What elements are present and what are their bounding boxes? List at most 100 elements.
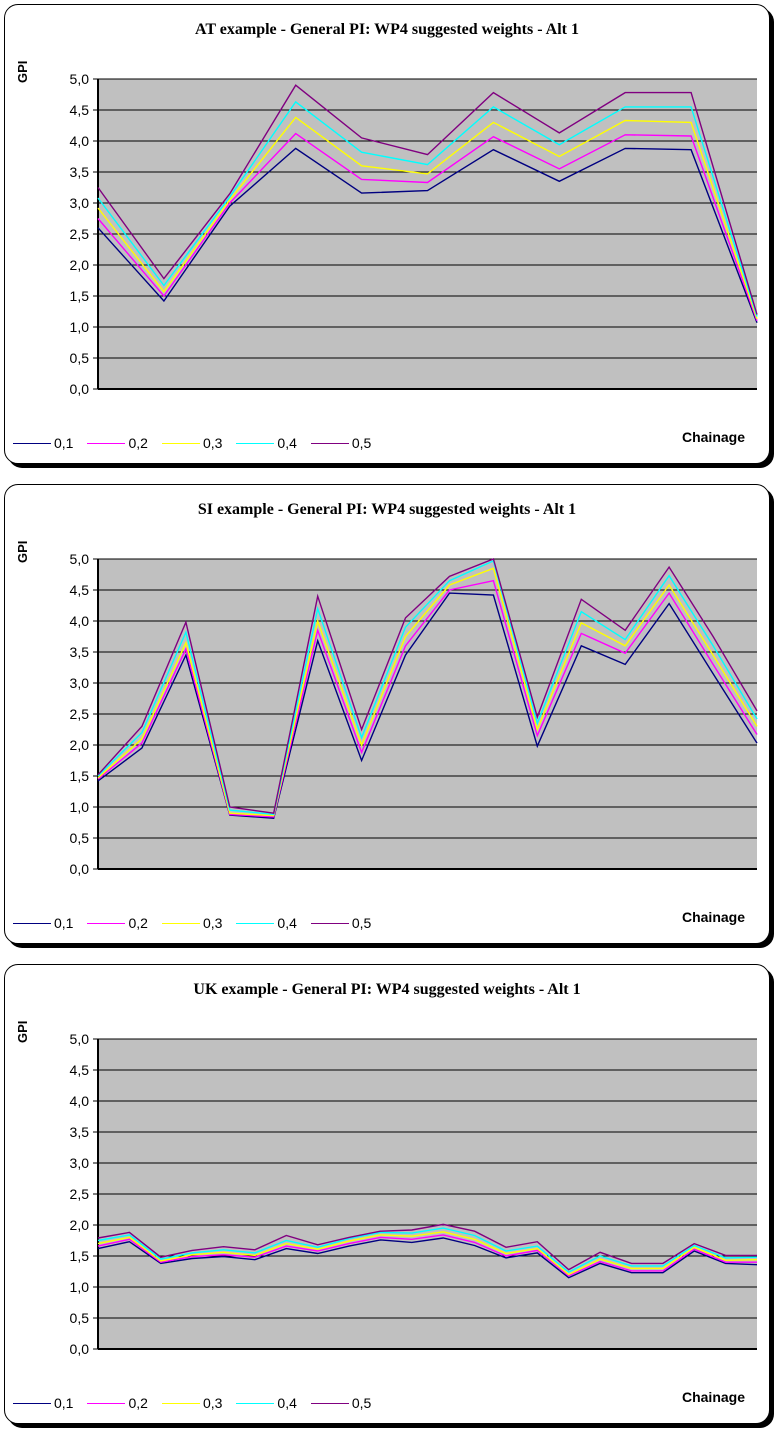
legend-item: 0,2 — [87, 915, 148, 931]
series-line-0-2 — [97, 132, 758, 322]
series-line-0-2 — [97, 579, 758, 818]
legend-item: 0,1 — [13, 435, 73, 451]
legend-swatch — [87, 922, 126, 924]
y-tick-label: 4,0 — [70, 1093, 90, 1109]
plot-area: 0,0 0,5 1,0 1,5 2,0 2,5 3,0 3,5 4,0 4,5 5,0 — [70, 551, 758, 877]
y-tick-label: 5,0 — [70, 71, 90, 87]
legend-label: 0,2 — [128, 915, 148, 931]
legend-label: 0,2 — [128, 1395, 148, 1411]
series-line-0-4 — [97, 1227, 758, 1273]
x-axis-label: Chainage — [681, 429, 745, 445]
legend-item: 0,4 — [236, 435, 297, 451]
plot-area: 0,0 0,5 1,0 1,5 2,0 2,5 3,0 3,5 4,0 4,5 5,0 — [70, 71, 758, 397]
chart-panel-at: AT example - General PI: WP4 suggested w… — [4, 4, 770, 464]
legend-label: 0,3 — [202, 435, 223, 451]
y-tick-label: 3,5 — [70, 644, 90, 660]
legend-label: 0,4 — [277, 435, 297, 451]
y-tick-label: 4,5 — [70, 582, 90, 598]
series-line-0-5 — [97, 1223, 757, 1271]
y-tick-label: 4,0 — [70, 133, 90, 149]
y-tick-label: 3,5 — [70, 1124, 90, 1140]
series-line-0-1 — [97, 592, 758, 819]
y-tick-label: 0,0 — [70, 861, 90, 877]
legend-item: 0,5 — [310, 915, 371, 931]
y-tick-label: 1,0 — [70, 319, 90, 335]
legend-label: 0,1 — [54, 1395, 74, 1411]
y-tick-label: 4,5 — [70, 102, 90, 118]
legend-swatch — [13, 442, 51, 444]
y-tick-label: 1,0 — [70, 1279, 90, 1295]
legend-swatch — [236, 1402, 275, 1404]
legend-label: 0,3 — [202, 915, 223, 931]
series-line-0-3 — [97, 567, 758, 817]
legend-label: 0,4 — [277, 915, 297, 931]
legend-swatch — [161, 1402, 200, 1404]
legend-swatch — [310, 1402, 349, 1404]
legend-label: 0,5 — [351, 435, 372, 451]
legend: 0,1 0,2 0,3 0,4 0,5 — [13, 435, 385, 451]
legend-item: 0,2 — [87, 1395, 148, 1411]
y-tick-label: 5,0 — [70, 1031, 90, 1047]
series-line-0-4 — [97, 559, 758, 816]
y-tick-label: 1,5 — [70, 1248, 90, 1264]
legend-swatch — [13, 922, 51, 924]
y-tick-label: 2,0 — [70, 737, 90, 753]
legend-item: 0,4 — [236, 915, 297, 931]
legend-label: 0,2 — [128, 435, 148, 451]
y-tick-label: 4,5 — [70, 1062, 90, 1078]
legend-label: 0,1 — [54, 435, 74, 451]
legend-label: 0,4 — [277, 1395, 297, 1411]
plot-area: 0,0 0,5 1,0 1,5 2,0 2,5 3,0 3,5 4,0 4,5 5,0 — [70, 1031, 758, 1357]
y-tick-label: 2,5 — [70, 226, 90, 242]
y-tick-label: 0,0 — [70, 1341, 90, 1357]
y-tick-label: 0,0 — [70, 381, 90, 397]
series-line-0-2 — [97, 1234, 757, 1277]
series-line-0-1 — [97, 1237, 758, 1279]
chart-title: SI example - General PI: WP4 suggested w… — [197, 501, 577, 518]
legend-label: 0,5 — [351, 1395, 372, 1411]
series-line-0-5 — [97, 558, 758, 814]
y-tick-label: 0,5 — [70, 830, 90, 846]
chart-panel-uk: UK example - General PI: WP4 suggested w… — [4, 964, 770, 1424]
y-tick-label: 1,0 — [70, 799, 90, 815]
chart-title: AT example - General PI: WP4 suggested w… — [195, 21, 579, 38]
legend: 0,1 0,2 0,3 0,4 0,5 — [13, 1395, 385, 1411]
series-line-0-1 — [97, 147, 758, 323]
legend-swatch — [13, 1402, 51, 1404]
legend-swatch — [161, 442, 200, 444]
legend-item: 0,5 — [310, 1395, 372, 1411]
legend-label: 0,1 — [54, 915, 74, 931]
y-tick-label: 3,0 — [70, 195, 90, 211]
y-tick-label: 1,5 — [70, 288, 90, 304]
legend-swatch — [310, 442, 349, 444]
y-tick-label: 3,0 — [70, 675, 90, 691]
y-tick-label: 1,5 — [70, 768, 90, 784]
x-axis-label: Chainage — [681, 1389, 745, 1405]
x-axis-label: Chainage — [681, 909, 745, 925]
legend-item: 0,3 — [161, 915, 223, 931]
chart-panel-si: SI example - General PI: WP4 suggested w… — [4, 484, 770, 944]
legend-swatch — [87, 1402, 126, 1404]
legend-swatch — [236, 442, 275, 444]
y-tick-label: 2,0 — [70, 257, 90, 273]
legend-item: 0,3 — [161, 1395, 223, 1411]
legend-label: 0,3 — [202, 1395, 223, 1411]
legend-item: 0,2 — [87, 435, 148, 451]
legend-item: 0,5 — [310, 435, 372, 451]
legend-swatch — [236, 922, 275, 924]
y-tick-label: 5,0 — [70, 551, 90, 567]
y-tick-label: 3,5 — [70, 164, 90, 180]
y-tick-label: 2,5 — [70, 1186, 90, 1202]
y-tick-label: 0,5 — [70, 350, 90, 366]
series-line-0-3 — [97, 116, 758, 320]
legend-swatch — [310, 922, 349, 924]
chart-title: UK example - General PI: WP4 suggested w… — [193, 981, 581, 998]
y-tick-label: 4,0 — [70, 613, 90, 629]
y-tick-label: 2,0 — [70, 1217, 90, 1233]
legend-item: 0,3 — [161, 435, 223, 451]
legend-item: 0,4 — [236, 1395, 297, 1411]
legend: 0,1 0,2 0,3 0,4 0,5 — [13, 915, 385, 931]
legend-item: 0,1 — [13, 1395, 73, 1411]
legend-swatch — [87, 442, 126, 444]
y-tick-label: 3,0 — [70, 1155, 90, 1171]
